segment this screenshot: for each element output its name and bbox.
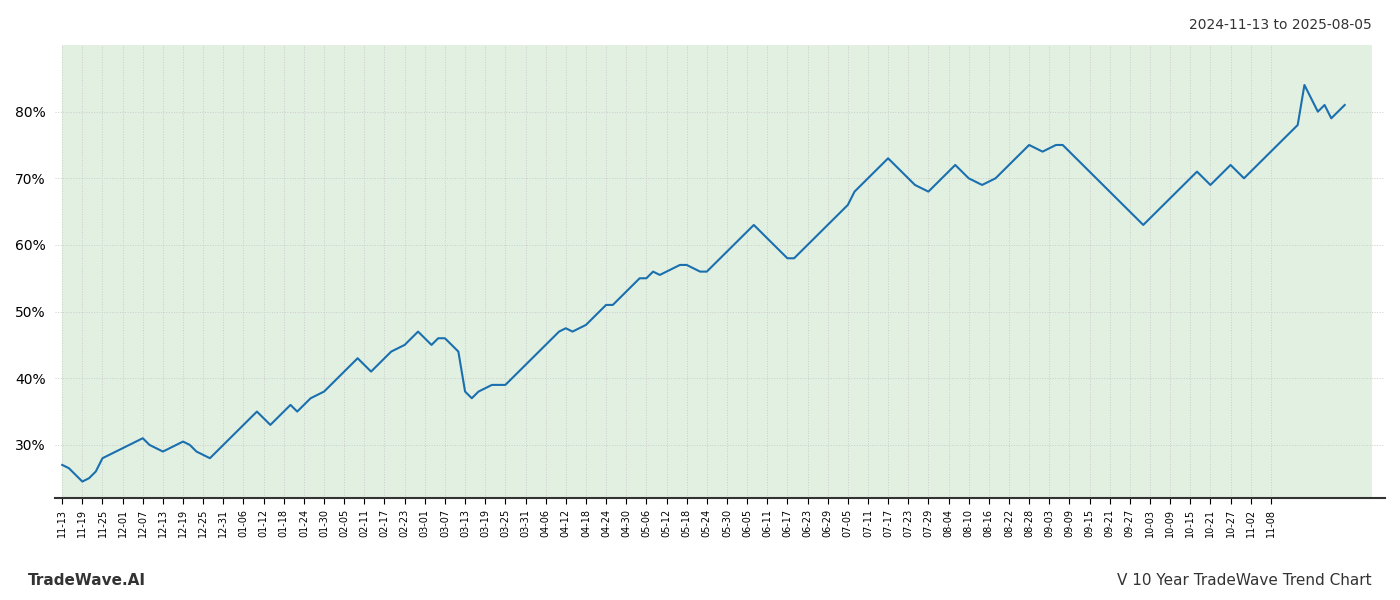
Text: TradeWave.AI: TradeWave.AI <box>28 573 146 588</box>
Text: 2024-11-13 to 2025-08-05: 2024-11-13 to 2025-08-05 <box>1189 18 1372 32</box>
Text: V 10 Year TradeWave Trend Chart: V 10 Year TradeWave Trend Chart <box>1117 573 1372 588</box>
Bar <box>62 45 1372 498</box>
